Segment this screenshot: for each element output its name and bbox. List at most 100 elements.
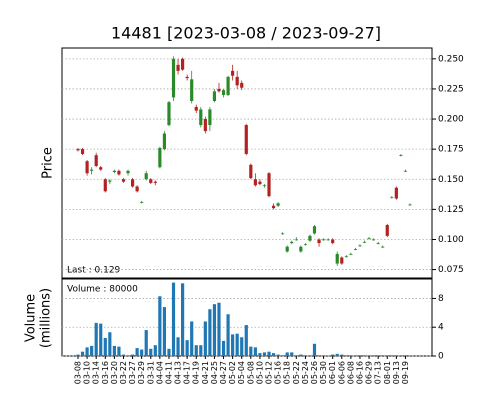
candle-body [85, 161, 89, 174]
candle-body [349, 253, 353, 255]
x-tick-label: 05-30 [319, 361, 328, 384]
x-tick-label: 03-16 [101, 361, 110, 384]
candle-body [358, 245, 362, 247]
volume-bar [203, 321, 207, 356]
candle-body [281, 233, 285, 235]
candle-body [367, 238, 371, 240]
volume-bar [117, 346, 121, 356]
y-tick-label: 0 [438, 352, 444, 362]
volume-bar [299, 354, 303, 356]
volume-bar [271, 353, 276, 356]
volume-bar [331, 354, 335, 356]
candle-body [381, 246, 385, 248]
candle-body [394, 187, 398, 199]
candle-body [372, 239, 376, 241]
x-tick-label: 05-24 [301, 361, 310, 384]
volume-bar [358, 355, 362, 356]
volume-bar [90, 345, 94, 356]
candle-body [149, 179, 153, 183]
volume-bar [221, 340, 226, 356]
candle-body [303, 244, 307, 246]
y-tick-label: 0.100 [438, 235, 464, 245]
candle-body [385, 225, 389, 236]
y-axis-label: Price [41, 147, 56, 179]
candle-body [231, 70, 235, 76]
y-tick-label: 0.150 [438, 175, 464, 185]
candle-body [99, 167, 103, 170]
x-tick-label: 06-06 [337, 361, 346, 384]
candle-body [121, 179, 126, 182]
volume-annotation: Volume : 80000 [67, 285, 138, 295]
volume-bar [276, 354, 280, 356]
candle-body [249, 164, 253, 179]
candle-body [290, 241, 294, 244]
candle-body [217, 88, 221, 92]
x-tick-label: 03-27 [128, 361, 137, 384]
x-tick-label: 05-02 [228, 361, 237, 384]
x-tick-label: 05-16 [274, 361, 283, 384]
candle-body [103, 179, 107, 192]
x-tick-label: 06-16 [355, 361, 364, 384]
volume-bar [340, 354, 344, 356]
candle-body [331, 239, 335, 244]
volume-bar [321, 355, 326, 356]
chart-title: 14481 [2023-03-08 / 2023-09-27] [111, 24, 381, 43]
y-tick-label: 0.075 [438, 265, 464, 275]
volume-bar [149, 348, 153, 356]
x-tick-label: 04-27 [219, 361, 228, 384]
candle-body [353, 249, 358, 250]
volume-bar [349, 355, 353, 356]
volume-bar [185, 340, 189, 356]
volume-bar [85, 347, 89, 356]
volume-bar [372, 355, 376, 356]
x-tick-label: 03-08 [74, 361, 83, 384]
candle-body [80, 149, 85, 154]
volume-axis-label: Volume(millions) [23, 288, 53, 348]
volume-bar [130, 354, 135, 356]
candle-body [208, 109, 212, 126]
volume-bar [258, 353, 262, 356]
volume-bar [181, 283, 185, 356]
candle-body [76, 149, 80, 151]
volume-bar [158, 296, 162, 356]
candle-body [185, 76, 189, 79]
volume-bar [281, 355, 285, 356]
volume-bar [76, 354, 80, 356]
volume-bar [381, 355, 385, 356]
x-tick-label: 05-04 [237, 361, 246, 384]
volume-bar [235, 333, 239, 356]
y-tick-label: 8 [438, 294, 444, 304]
candle-body [144, 173, 148, 180]
candle-body [194, 107, 198, 111]
candle-body [308, 235, 312, 241]
volume-bar [312, 343, 317, 356]
volume-bar [103, 338, 107, 356]
x-tick-label: 03-10 [83, 361, 92, 384]
candle-body [153, 181, 157, 183]
volume-bar [376, 355, 380, 356]
candle-body [94, 155, 98, 167]
candle-body [276, 203, 280, 206]
volume-bar [390, 355, 394, 356]
candle-body [312, 226, 317, 234]
candle-body [335, 253, 339, 264]
candle-body [253, 179, 257, 186]
candle-body [294, 239, 298, 241]
x-tick-label: 03-14 [92, 361, 101, 384]
volume-bar [253, 347, 257, 356]
volume-bar [294, 355, 298, 356]
volume-bar [176, 337, 180, 356]
candle-body [135, 186, 139, 192]
y-tick-label: 0.175 [438, 145, 464, 155]
candle-body [158, 147, 162, 168]
candle-body [212, 91, 217, 101]
candle-body [126, 170, 130, 174]
volume-bar [290, 352, 294, 356]
x-tick-label: 08-01 [383, 361, 392, 384]
candle-body [262, 185, 267, 187]
candle-body [235, 76, 239, 86]
candle-body [112, 170, 116, 173]
x-tick-label: 04-19 [192, 361, 201, 384]
volume-bar [353, 355, 358, 356]
candle-body [90, 169, 94, 171]
